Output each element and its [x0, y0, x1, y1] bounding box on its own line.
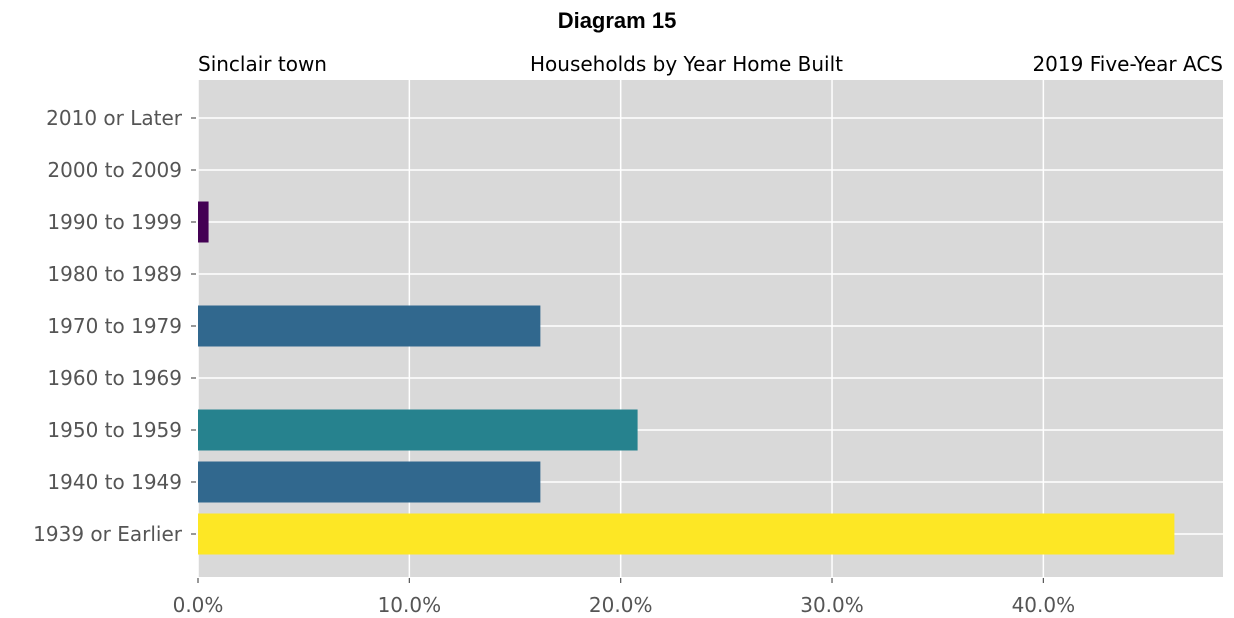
- y-tick-label: 1960 to 1969: [47, 366, 182, 390]
- y-tick-label: 1940 to 1949: [47, 470, 182, 494]
- bar: [198, 513, 1175, 555]
- x-tick-label: 0.0%: [173, 593, 224, 617]
- chart-subtitle-right: 2019 Five-Year ACS: [1032, 52, 1223, 76]
- chart-subtitle-center: Households by Year Home Built: [530, 52, 843, 76]
- x-tick-label: 10.0%: [378, 593, 442, 617]
- y-tick-label: 1950 to 1959: [47, 418, 182, 442]
- y-tick-label: 1980 to 1989: [47, 262, 182, 286]
- x-tick-label: 20.0%: [589, 593, 653, 617]
- y-tick-label: 1939 or Earlier: [33, 522, 183, 546]
- y-tick-label: 1970 to 1979: [47, 314, 182, 338]
- x-tick-label: 40.0%: [1012, 593, 1076, 617]
- chart-title: Diagram 15: [557, 8, 677, 33]
- chart-subtitle-left: Sinclair town: [198, 52, 327, 76]
- bar: [198, 461, 541, 503]
- bar: [198, 305, 541, 347]
- y-tick-label: 1990 to 1999: [47, 210, 182, 234]
- x-tick-label: 30.0%: [800, 593, 864, 617]
- y-tick-label: 2010 or Later: [46, 106, 183, 130]
- bar: [198, 201, 209, 243]
- bar: [198, 409, 638, 451]
- y-tick-label: 2000 to 2009: [47, 158, 182, 182]
